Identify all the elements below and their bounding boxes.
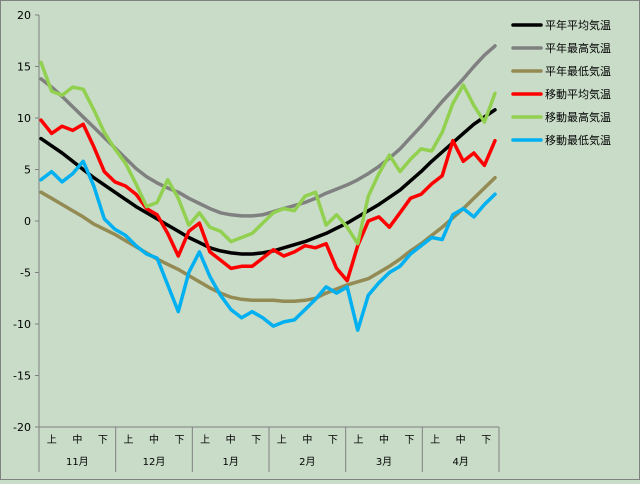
- dekad-label: 中: [379, 433, 389, 446]
- dekad-label: 下: [175, 435, 185, 446]
- y-tick-label: 10: [17, 112, 31, 125]
- legend-label: 平年最高気温: [545, 41, 611, 55]
- y-tick-label: -20: [13, 421, 31, 434]
- month-label: 12月: [143, 456, 166, 468]
- month-label: 1月: [222, 456, 238, 468]
- legend-label: 平年最低気温: [545, 64, 611, 78]
- dekad-label: 上: [123, 434, 133, 446]
- month-label: 11月: [66, 456, 89, 468]
- dekad-label: 下: [98, 435, 108, 446]
- dekad-label: 上: [277, 434, 287, 446]
- dekad-label: 上: [200, 434, 210, 446]
- legend-label: 移動最高気温: [545, 110, 611, 124]
- series-line-4: [39, 118, 497, 283]
- y-tick-label: -15: [13, 370, 31, 383]
- dekad-label: 中: [226, 433, 236, 446]
- series-layer: [39, 44, 497, 332]
- month-label: 3月: [376, 456, 392, 468]
- dekad-label: 中: [149, 433, 159, 446]
- dekad-label: 中: [72, 433, 82, 446]
- y-tick-label: 20: [17, 9, 31, 22]
- y-tick-label: 0: [24, 215, 31, 228]
- dekad-label: 下: [481, 435, 491, 446]
- legend-label: 平年平均気温: [545, 18, 611, 32]
- plot-area: [39, 15, 499, 427]
- dekad-label: 中: [302, 433, 312, 446]
- y-tick-label: 5: [24, 164, 31, 177]
- legend-label: 移動最低気温: [545, 133, 611, 147]
- y-tick-label: -5: [20, 267, 31, 280]
- dekad-label: 下: [251, 435, 261, 446]
- series-line-6: [39, 159, 497, 332]
- y-tick-label: 15: [17, 61, 31, 74]
- dekad-label: 上: [430, 434, 440, 446]
- legend-label: 移動平均気温: [545, 87, 611, 101]
- dekad-label: 下: [328, 435, 338, 446]
- dekad-label: 下: [405, 435, 415, 446]
- dekad-label: 中: [456, 433, 466, 446]
- axes: -20-15-10-50510152011月上中下12月上中下1月上中下2月上中…: [13, 9, 500, 472]
- dekad-label: 上: [353, 434, 363, 446]
- month-label: 4月: [452, 456, 468, 468]
- y-tick-label: -10: [13, 318, 31, 331]
- month-label: 2月: [299, 456, 315, 468]
- series-line-5: [39, 60, 497, 246]
- dekad-label: 上: [47, 434, 57, 446]
